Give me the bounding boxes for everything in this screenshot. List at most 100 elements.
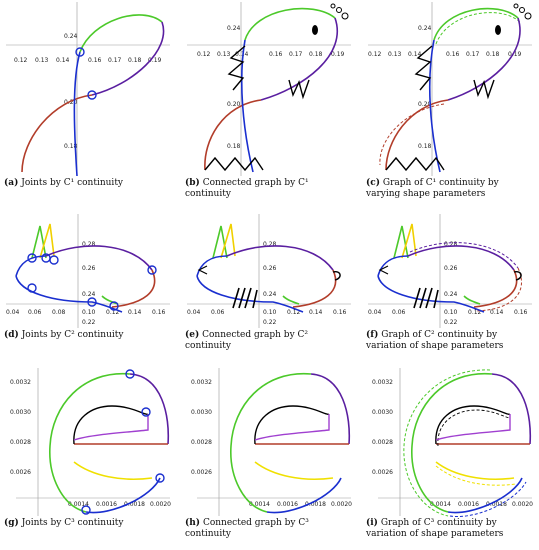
curve-magenta [435, 414, 511, 441]
curve-blue [266, 477, 342, 514]
figure-panel-i: 0.0032 0.0030 0.0028 0.0026 0.0014 0.001… [364, 366, 534, 540]
teeth-zigzag [473, 79, 495, 100]
curve-black-dashed [437, 409, 511, 447]
tail [513, 270, 522, 281]
curve-green-tail [282, 295, 300, 305]
curve-blue [85, 477, 161, 514]
curve-red [385, 99, 449, 171]
xtick: 0.06 [392, 309, 406, 316]
ytick: 0.24 [418, 25, 432, 32]
tail [332, 270, 341, 281]
caption-e: (e) Connected graph by C² continuity [185, 330, 309, 351]
ytick: 0.0030 [191, 409, 212, 416]
xtick: 0.19 [508, 51, 522, 58]
curve-green [79, 14, 163, 53]
ytick: 0.0030 [10, 409, 31, 416]
ytick: 0.20 [64, 99, 78, 106]
curve-red-dashed [379, 103, 445, 166]
joint-marker [147, 265, 157, 275]
xtick: 0.12 [368, 51, 382, 58]
curve-green [411, 373, 493, 513]
figure-panel-g: 0.0032 0.0030 0.0028 0.0026 0.0014 0.001… [2, 366, 172, 529]
curve-purple [260, 17, 338, 101]
xtick: 0.0014 [249, 501, 270, 508]
xtick: 0.17 [289, 51, 303, 58]
xtick: 0.0018 [486, 501, 507, 508]
joint-marker [27, 283, 37, 293]
curve-purple [491, 373, 532, 445]
curve-green [49, 373, 131, 513]
ytick: 0.28 [82, 241, 96, 248]
curve-purple [407, 245, 515, 271]
curve-blue-belly [196, 275, 304, 313]
ytick: 0.28 [444, 241, 458, 248]
ytick: 0.22 [444, 319, 458, 326]
ytick: 0.20 [418, 101, 432, 108]
caption-h: (h) Connected graph by C³ continuity [185, 518, 309, 539]
plot-g: 0.0032 0.0030 0.0028 0.0026 0.0014 0.001… [10, 368, 171, 516]
fin-zigzag [414, 45, 433, 91]
plot-c: 0.12 0.13 0.14 0.16 0.17 0.18 0.19 0.24 … [368, 2, 532, 176]
curve-green [230, 373, 312, 513]
xtick: 0.12 [106, 309, 120, 316]
curve-black [254, 405, 330, 445]
figure-panel-e: 0.04 0.06 0.10 0.12 0.14 0.16 0.28 0.26 … [183, 212, 353, 352]
curve-green [433, 7, 519, 41]
curve-blue [428, 39, 441, 173]
xtick: 0.14 [490, 309, 504, 316]
figure-panel-h: 0.0032 0.0030 0.0028 0.0026 0.0014 0.001… [183, 366, 353, 540]
xtick: 0.19 [148, 57, 162, 64]
xtick: 0.14 [128, 309, 142, 316]
xtick: 0.14 [235, 51, 249, 58]
ytick: 0.0028 [10, 439, 31, 446]
curve-green-tail [463, 295, 481, 305]
xtick: 0.16 [514, 309, 528, 316]
xtick: 0.14 [56, 57, 70, 64]
xtick: 0.16 [333, 309, 347, 316]
xtick: 0.16 [269, 51, 283, 58]
xtick: 0.12 [287, 309, 301, 316]
ytick: 0.18 [418, 143, 432, 150]
ytick: 0.22 [263, 319, 277, 326]
xtick: 0.0016 [96, 501, 117, 508]
ytick: 0.26 [263, 265, 277, 272]
xtick: 0.16 [152, 309, 166, 316]
curve-yellow [435, 461, 515, 481]
caption-c: (c) Graph of C¹ continuity by varying sh… [366, 178, 499, 199]
ytick: 0.0026 [372, 469, 393, 476]
xtick: 0.10 [263, 309, 277, 316]
ear-yellow [220, 223, 236, 259]
bubble [341, 12, 349, 20]
xtick: 0.14 [309, 309, 323, 316]
curve-blue-belly [377, 275, 485, 313]
curve-purple-dashed [409, 242, 519, 269]
xtick: 0.12 [468, 309, 482, 316]
xtick: 0.17 [466, 51, 480, 58]
curve-red [204, 99, 262, 171]
bubble [524, 12, 532, 20]
paws [413, 287, 439, 309]
caption-f: (f) Graph of C² continuity by variation … [366, 330, 504, 351]
tail-zigzag [204, 156, 264, 172]
paws [232, 287, 258, 309]
xtick: 0.0020 [331, 501, 352, 508]
curve-blue-dashed [449, 481, 527, 518]
ytick: 0.24 [444, 291, 458, 298]
curve-magenta [73, 414, 149, 441]
eye [495, 25, 501, 35]
plot-a: 0.12 0.13 0.14 0.16 0.17 0.18 0.19 0.24 … [6, 2, 170, 177]
eye [378, 265, 389, 275]
joint-marker [75, 47, 85, 57]
ytick: 0.20 [227, 101, 241, 108]
teeth-zigzag [288, 79, 310, 100]
caption-g: (g) Joints by C³ continuity [4, 518, 124, 528]
xtick: 0.18 [309, 51, 323, 58]
bubble [336, 7, 342, 13]
joint-marker [27, 253, 37, 263]
xtick: 0.12 [197, 51, 211, 58]
ytick: 0.24 [263, 291, 277, 298]
joint-marker [155, 473, 165, 483]
xtick: 0.18 [486, 51, 500, 58]
ytick: 0.24 [227, 25, 241, 32]
curve-red [111, 269, 156, 308]
